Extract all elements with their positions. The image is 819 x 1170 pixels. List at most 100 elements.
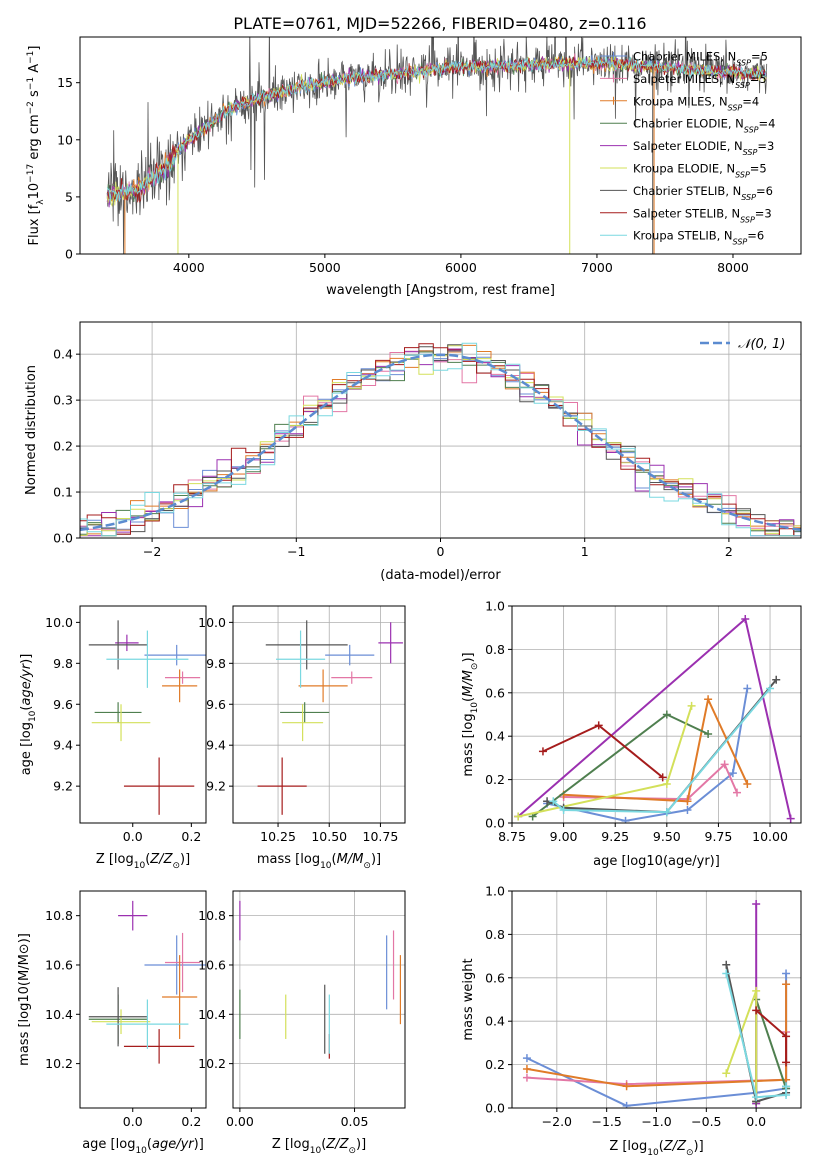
legend-label: Chabrier STELIB, NSSP=6 xyxy=(633,184,773,202)
weight-line xyxy=(546,688,749,822)
y-tick-label: 10.4 xyxy=(45,1007,73,1022)
y-tick-label: 0.6 xyxy=(485,970,505,985)
plot-area-mass-vs-Z xyxy=(88,900,206,1064)
legend-label: Kroupa ELODIE, NSSP=5 xyxy=(633,162,767,180)
weight-marker xyxy=(752,1006,761,1015)
y-tick-label: 0.0 xyxy=(485,816,505,831)
figure-title: PLATE=0761, MJD=52266, FIBERID=0480, z=0… xyxy=(233,14,646,33)
y-axis-label: Normed distribution xyxy=(24,365,39,495)
errorbar-point xyxy=(325,644,375,666)
plot-area-age-vs-mass xyxy=(257,620,403,815)
errorbar-point xyxy=(115,634,139,652)
y-tick-label: 0.4 xyxy=(485,1014,505,1029)
errorbar-point xyxy=(118,900,148,931)
y-tick-label: 10.2 xyxy=(198,1056,226,1071)
axes-residuals: −2 −1 0 1 2 0.0 0.1 0.2 0.3 0.4 (data-model)/error… xyxy=(24,321,802,583)
weight-marker xyxy=(658,773,667,782)
axes-frame xyxy=(79,36,802,255)
weight-line xyxy=(563,762,738,801)
y-tick-label: 10.6 xyxy=(198,957,226,972)
weight-marker xyxy=(743,779,752,788)
axes-frame xyxy=(79,605,207,824)
y-tick-label: 0.1 xyxy=(53,485,73,500)
errorbar-point xyxy=(106,630,189,688)
x-tick-label: 0.00 xyxy=(226,1114,254,1129)
weight-line xyxy=(542,724,664,779)
weight-marker xyxy=(782,1032,791,1041)
x-axis-label: Z [log10(Z/Z⊙)] xyxy=(96,852,190,871)
x-axis-label: age [log10(age/yr)] xyxy=(593,854,720,869)
errorbar-point xyxy=(257,757,307,815)
weight-marker xyxy=(782,1090,791,1099)
errorbar-point xyxy=(88,987,148,1047)
spectrum-line xyxy=(106,55,767,203)
spectrum-line xyxy=(106,37,768,254)
y-tick-label: 10 xyxy=(57,132,73,147)
weight-marker xyxy=(622,1082,631,1091)
weight-marker xyxy=(704,695,713,704)
y-tick-label: 10.8 xyxy=(198,908,226,923)
weight-marker xyxy=(782,969,791,978)
weight-marker xyxy=(752,900,761,909)
plot-area-residuals xyxy=(80,342,801,537)
x-tick-label: −1.0 xyxy=(641,1114,671,1129)
legend-label: Salpeter STELIB, NSSP=3 xyxy=(633,206,772,224)
weight-marker xyxy=(782,1082,791,1091)
weight-marker xyxy=(733,788,742,797)
x-axis-label: age [log10(age/yr)] xyxy=(82,1137,204,1156)
x-tick-label: 0.0 xyxy=(123,829,143,844)
y-tick-label: 10.8 xyxy=(45,908,73,923)
axes-weight-vs-Z: −2.0 −1.5 −1.0 −0.5 0.0 0.0 0.2 0.4 0.6 0.8 1.0 Z [… xyxy=(461,884,802,1158)
weight-marker xyxy=(720,760,729,769)
y-tick-label: 0.3 xyxy=(53,393,73,408)
x-tick-label: 0.0 xyxy=(123,1114,143,1129)
weight-marker xyxy=(741,615,750,624)
x-tick-label: 2 xyxy=(725,544,733,559)
y-tick-label: 0.8 xyxy=(485,927,505,942)
legend-label: 𝒩(0, 1) xyxy=(738,337,785,352)
y-axis-label: age [log10(age/yr)] xyxy=(19,654,38,776)
weight-marker xyxy=(722,1069,731,1078)
x-tick-label: 9.00 xyxy=(550,829,578,844)
y-tick-label: 0.4 xyxy=(53,347,73,362)
y-tick-label: 0.0 xyxy=(485,1101,505,1116)
y-tick-label: 10.0 xyxy=(198,615,226,630)
weight-marker xyxy=(683,805,692,814)
x-tick-label: 8000 xyxy=(717,260,749,275)
plot-area-age-vs-Z xyxy=(88,620,206,815)
histogram-series xyxy=(80,342,801,537)
x-tick-label: 10.50 xyxy=(311,829,347,844)
x-axis-label: Z [log10(Z/Z⊙)] xyxy=(609,1139,703,1158)
y-tick-label: 9.2 xyxy=(53,779,73,794)
weight-line xyxy=(552,687,771,814)
x-tick-label: 5000 xyxy=(309,260,341,275)
x-tick-label: −1 xyxy=(287,544,305,559)
weight-marker xyxy=(772,675,781,684)
plot-area-weight-vs-age xyxy=(514,615,795,823)
y-tick-label: 10.0 xyxy=(45,615,73,630)
weight-marker xyxy=(594,721,603,730)
weight-marker xyxy=(549,797,558,806)
legend-label: Kroupa STELIB, NSSP=6 xyxy=(633,229,764,247)
weight-marker xyxy=(621,816,630,823)
x-tick-label: 0.05 xyxy=(341,1114,369,1129)
weight-marker xyxy=(683,797,692,806)
weight-marker xyxy=(662,710,671,719)
weight-marker xyxy=(538,747,547,756)
errorbar-point xyxy=(331,671,373,684)
legend-label: Salpeter MILES, NSSP=5 xyxy=(633,72,767,90)
histogram-series xyxy=(80,343,801,537)
x-tick-label: 4000 xyxy=(173,260,205,275)
y-tick-label: 9.4 xyxy=(206,738,226,753)
x-axis-label: (data-model)/error xyxy=(380,568,501,583)
weight-marker xyxy=(782,1058,791,1067)
errorbar-point xyxy=(378,622,403,664)
weight-line xyxy=(526,984,788,1088)
weight-marker xyxy=(722,969,731,978)
axes-mass-vs-EBV: 0.00 0.05 10.2 10.4 10.6 10.8 Z [log10(Z/Z⊙)] xyxy=(198,890,406,1156)
legend-label: Chabrier ELODIE, NSSP=4 xyxy=(633,117,775,135)
y-axis-label: mass weight xyxy=(461,958,476,1040)
x-tick-label: 9.75 xyxy=(705,829,733,844)
errorbar-point xyxy=(276,630,326,688)
